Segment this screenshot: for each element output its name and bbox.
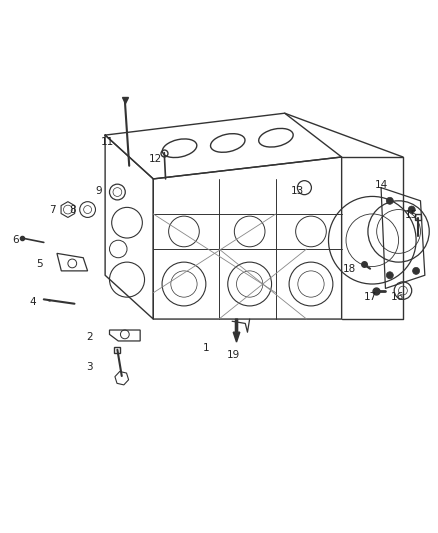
Text: 14: 14 xyxy=(374,181,388,190)
Text: 6: 6 xyxy=(12,235,19,245)
Text: 4: 4 xyxy=(29,296,36,306)
Text: 16: 16 xyxy=(391,292,404,302)
Text: 9: 9 xyxy=(95,186,102,196)
Text: 18: 18 xyxy=(343,264,356,273)
Text: 3: 3 xyxy=(86,362,93,372)
Circle shape xyxy=(386,272,393,279)
Text: 5: 5 xyxy=(36,260,43,269)
Circle shape xyxy=(386,197,393,204)
Circle shape xyxy=(408,206,415,213)
FancyArrow shape xyxy=(233,319,240,342)
Text: 1: 1 xyxy=(202,343,209,352)
Text: 17: 17 xyxy=(364,292,377,302)
Text: 11: 11 xyxy=(101,136,114,147)
Text: 12: 12 xyxy=(149,154,162,164)
Text: 13: 13 xyxy=(291,186,304,196)
Text: 19: 19 xyxy=(227,350,240,360)
Text: 15: 15 xyxy=(405,210,418,220)
Circle shape xyxy=(413,268,420,274)
Text: 2: 2 xyxy=(86,332,93,342)
Text: 7: 7 xyxy=(49,205,56,215)
Text: 8: 8 xyxy=(69,205,76,215)
